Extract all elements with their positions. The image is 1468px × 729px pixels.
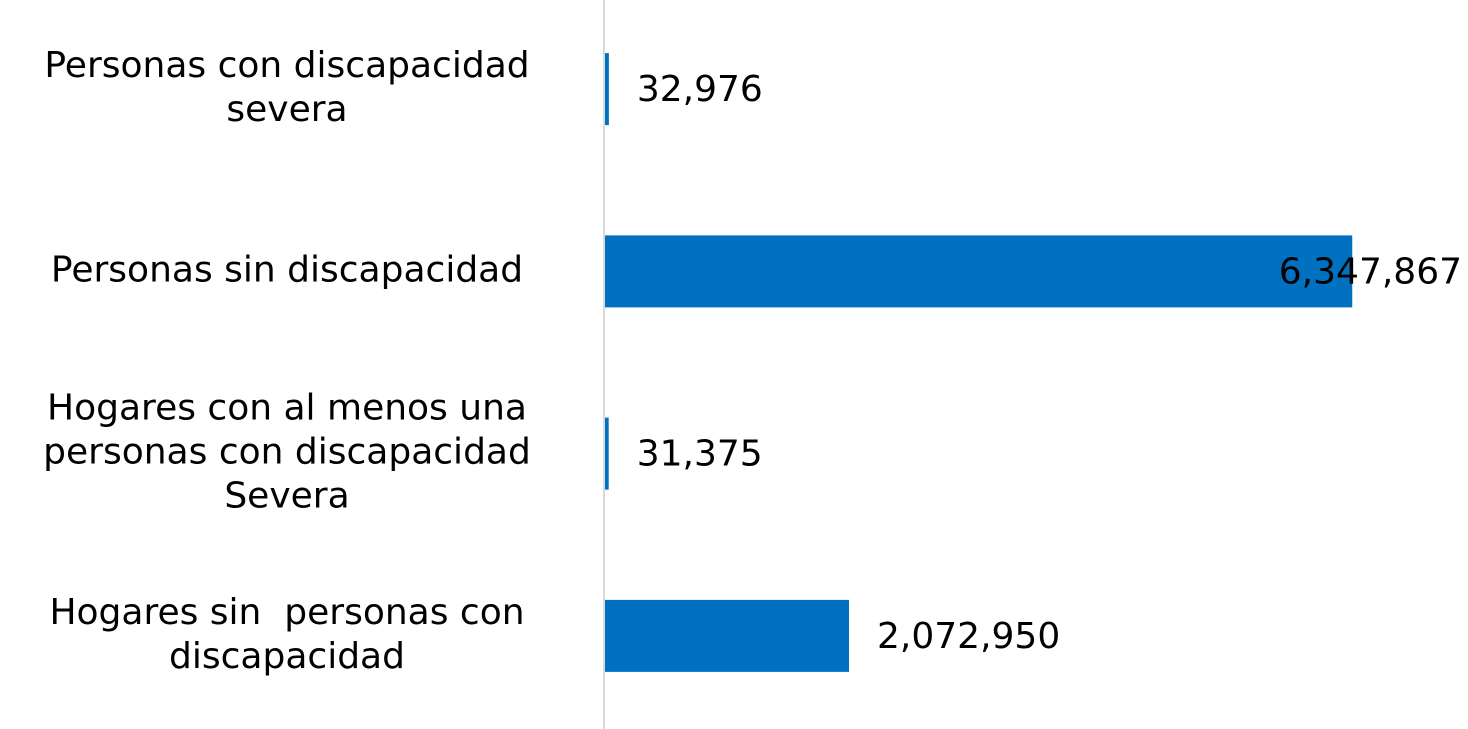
category-label: Personas con discapacidad severa <box>44 45 529 130</box>
category-label: Hogares sin personas con discapacidad <box>49 592 524 677</box>
bar <box>605 235 1353 308</box>
value-label: 32,976 <box>637 69 763 110</box>
value-label: 2,072,950 <box>877 616 1060 657</box>
bar <box>605 53 609 126</box>
category-label: Hogares con al menos una personas con dis… <box>43 388 531 517</box>
category-label: Personas sin discapacidad <box>51 249 523 290</box>
value-label: 6,347,867 <box>1279 251 1462 292</box>
value-label: 31,375 <box>637 434 763 475</box>
bar <box>605 599 850 672</box>
bar <box>605 417 609 490</box>
